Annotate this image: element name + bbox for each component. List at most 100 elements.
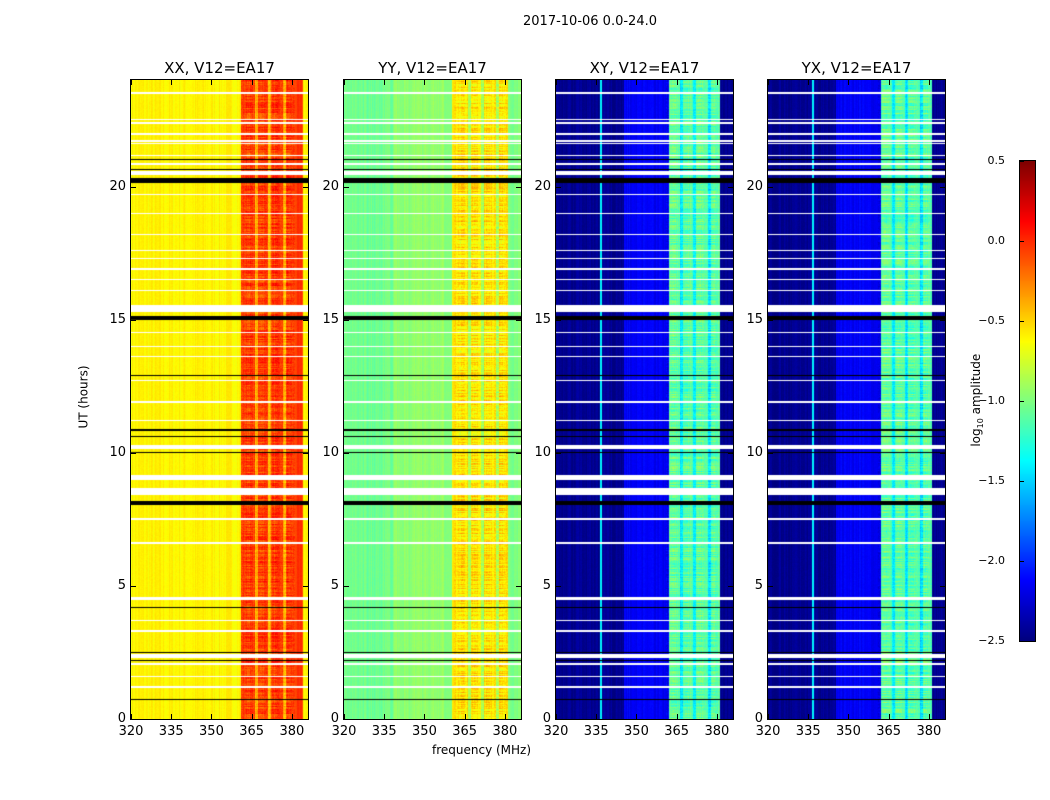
y-tick-mark <box>516 186 521 188</box>
y-tick-label: 15 <box>322 311 339 327</box>
y-tick-label: 5 <box>117 577 126 593</box>
y-axis-label: UT (hours) <box>76 365 91 429</box>
y-tick-mark <box>728 319 733 321</box>
colorbar-tick-label: −2.5 <box>978 634 1005 647</box>
y-tick-mark <box>303 585 308 587</box>
x-tick-mark <box>464 80 466 85</box>
x-tick-label: 320 <box>118 724 144 739</box>
colorbar-gradient <box>1020 161 1035 641</box>
x-tick-mark <box>596 714 598 719</box>
x-tick-mark <box>716 714 718 719</box>
x-tick-mark <box>291 714 293 719</box>
colorbar-tick-label: −0.5 <box>978 314 1005 327</box>
x-axis-label: frequency (MHz) <box>432 743 532 757</box>
x-tick-mark <box>131 714 132 719</box>
y-tick-mark <box>556 719 561 720</box>
y-tick-label: 15 <box>534 311 551 327</box>
heatmap-panel-1: 320 335 350 365 380 0 5 10 15 20 <box>322 79 522 739</box>
x-tick-mark <box>556 714 557 719</box>
y-tick-label: 15 <box>109 311 126 327</box>
panel-title: YX, V12=EA17 <box>801 59 912 77</box>
x-tick-mark <box>464 714 466 719</box>
colorbar-tick-mark <box>1020 241 1024 242</box>
y-tick-mark <box>344 319 349 321</box>
y-tick-mark <box>516 319 521 321</box>
y-tick-label: 10 <box>322 444 339 460</box>
x-tick-mark <box>676 80 678 85</box>
colorbar-tick-mark <box>1020 401 1024 402</box>
x-tick-mark <box>848 80 850 85</box>
x-tick-mark <box>808 714 810 719</box>
y-tick-mark <box>768 452 773 454</box>
x-tick-mark <box>131 80 132 85</box>
y-tick-label: 20 <box>322 178 339 194</box>
x-tick-mark <box>716 80 718 85</box>
x-tick-label: 365 <box>664 724 690 739</box>
x-tick-mark <box>556 80 557 85</box>
x-tick-mark <box>251 714 253 719</box>
x-tick-label: 365 <box>876 724 902 739</box>
panel-title: YY, V12=EA17 <box>378 59 487 77</box>
heatmap-image <box>768 80 945 719</box>
y-tick-mark <box>516 452 521 454</box>
y-tick-mark <box>728 585 733 587</box>
colorbar-label-sub: 10 <box>976 418 986 429</box>
heatmap-image <box>556 80 733 719</box>
y-tick-mark <box>940 585 945 587</box>
y-tick-mark <box>728 719 733 720</box>
x-tick-mark <box>384 80 386 85</box>
y-tick-mark <box>556 319 561 321</box>
y-tick-mark <box>344 186 349 188</box>
x-tick-mark <box>171 714 173 719</box>
y-tick-label: 10 <box>534 444 551 460</box>
heatmap-panel-2: 320 335 350 365 380 0 5 10 15 20 <box>534 79 734 739</box>
x-tick-mark <box>636 80 638 85</box>
heatmap-panel-0: 320 335 350 365 380 0 5 10 15 20 <box>109 79 309 739</box>
heatmap-panel-3: 320 335 350 365 380 0 5 10 15 20 <box>746 79 946 739</box>
x-tick-label: 350 <box>836 724 861 739</box>
x-tick-label: 320 <box>543 724 569 739</box>
x-tick-mark <box>211 714 213 719</box>
y-tick-label: 15 <box>746 311 763 327</box>
x-tick-mark <box>251 80 253 85</box>
figure-title: 2017-10-06 0.0-24.0 <box>523 14 657 29</box>
panel-title: XX, V12=EA17 <box>164 59 275 77</box>
colorbar-label-main: log <box>968 428 983 447</box>
y-tick-mark <box>131 452 136 454</box>
x-tick-label: 320 <box>331 724 357 739</box>
x-tick-label: 335 <box>795 724 821 739</box>
colorbar-tick-mark <box>1020 561 1024 562</box>
x-tick-mark <box>636 714 638 719</box>
y-tick-mark <box>556 452 561 454</box>
x-tick-mark <box>504 714 506 719</box>
y-tick-mark <box>303 186 308 188</box>
y-tick-mark <box>131 719 136 720</box>
y-tick-mark <box>516 719 521 720</box>
x-tick-label: 350 <box>412 724 437 739</box>
x-tick-mark <box>928 80 930 85</box>
x-tick-label: 380 <box>492 724 518 739</box>
x-tick-mark <box>768 714 769 719</box>
x-tick-mark <box>928 714 930 719</box>
colorbar-tick-mark <box>1020 161 1024 162</box>
y-tick-label: 20 <box>746 178 763 194</box>
heatmap-image <box>131 80 308 719</box>
y-tick-mark <box>728 452 733 454</box>
y-tick-label: 5 <box>330 577 339 593</box>
x-tick-label: 380 <box>916 724 942 739</box>
x-tick-mark <box>888 80 890 85</box>
y-tick-label: 0 <box>542 711 551 726</box>
colorbar-label-rest: amplitude <box>968 353 983 419</box>
x-tick-mark <box>424 80 426 85</box>
x-tick-mark <box>344 714 345 719</box>
colorbar: 0.5 0.0 −0.5 −1.0 −1.5 −2.0 −2.5 <box>978 154 1036 647</box>
x-tick-label: 350 <box>199 724 224 739</box>
panel-title: XY, V12=EA17 <box>589 59 700 77</box>
x-tick-mark <box>211 80 213 85</box>
colorbar-tick-label: −1.0 <box>978 394 1005 407</box>
x-tick-mark <box>888 714 890 719</box>
x-tick-mark <box>171 80 173 85</box>
y-tick-mark <box>344 719 349 720</box>
x-tick-label: 320 <box>755 724 781 739</box>
y-tick-mark <box>768 719 773 720</box>
